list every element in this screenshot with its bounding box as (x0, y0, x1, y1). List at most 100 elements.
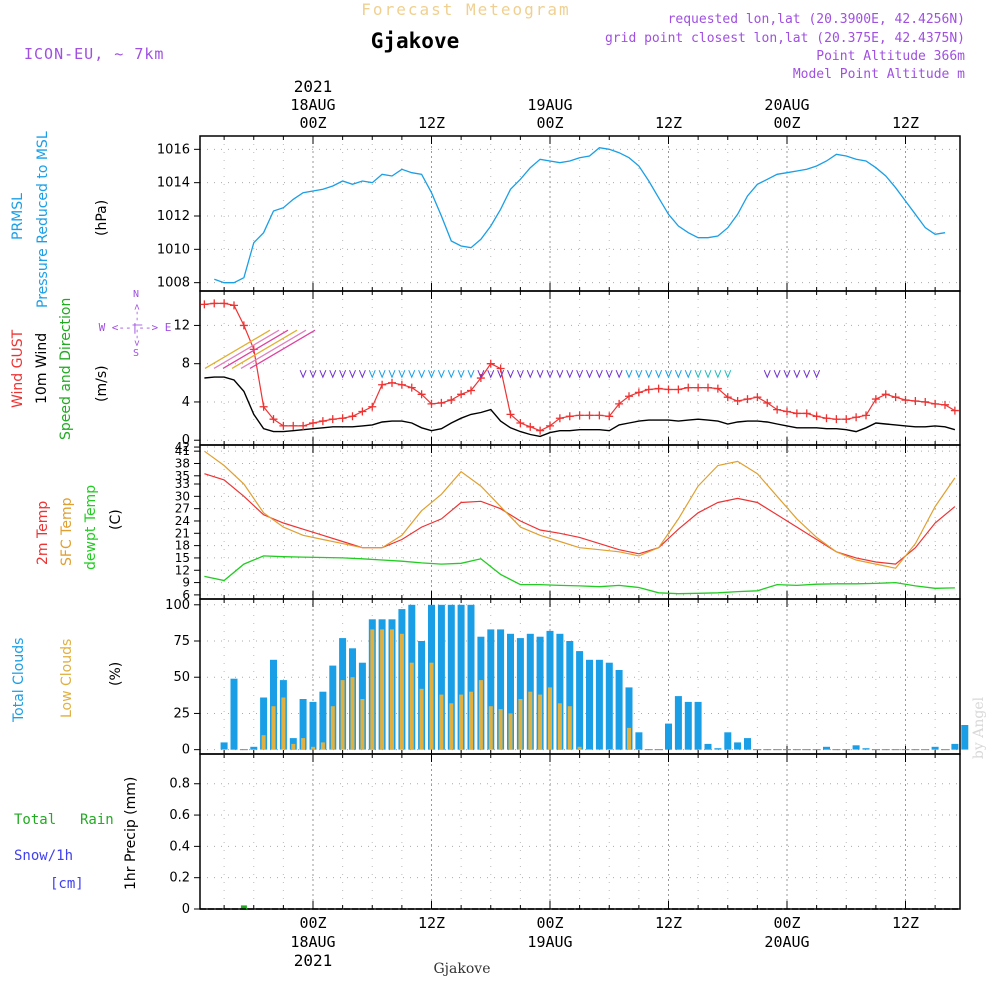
gust-marker (585, 411, 594, 420)
wind-direction-arrow (249, 329, 316, 370)
wind-direction-arrow (684, 370, 692, 379)
gust-marker (397, 380, 406, 389)
wind-direction-arrow (773, 370, 781, 379)
y-tick-label: 1010 (157, 242, 190, 257)
gust-marker (783, 407, 791, 416)
low-cloud-bar (498, 709, 503, 750)
footer-location: Gjakove (434, 961, 491, 977)
total-cloud-bar (961, 725, 969, 750)
precip-snow-label: Snow/1h (14, 848, 73, 864)
low-cloud-bar (508, 713, 513, 750)
y-tick-label: 0 (182, 902, 190, 917)
low-cloud-bar (548, 687, 552, 750)
gust-marker (338, 414, 347, 423)
wind-direction-arrow (566, 370, 574, 379)
top-hour-label: 00Z (773, 114, 800, 132)
temp-2m-label: 2m Temp (35, 501, 51, 565)
top-date-label: 19AUG (527, 96, 572, 114)
y-tick-label: 100 (165, 598, 190, 613)
temp-dew-label: dewpt Temp (83, 485, 99, 570)
wind-direction-arrow (378, 370, 386, 379)
wind-direction-arrow (576, 370, 584, 379)
total-cloud-bar (497, 629, 505, 750)
gust-marker (486, 359, 495, 368)
total-cloud-bar (744, 738, 751, 750)
wind-direction-arrow (655, 370, 663, 379)
gust-marker (862, 411, 870, 420)
total-cloud-bar (615, 670, 623, 750)
pressure-line (214, 147, 946, 284)
total-cloud-bar (437, 604, 445, 750)
wind-direction-arrow (694, 370, 702, 379)
total-cloud-bar (694, 701, 702, 750)
requested-coords: requested lon,lat (20.3900E, 42.4256N) (668, 12, 965, 27)
y-tick-label: 0 (182, 743, 190, 758)
total-cloud-bar (625, 687, 633, 750)
y-tick-label: 41 (175, 444, 190, 458)
y-tick-label: 0.6 (169, 808, 190, 823)
top-hour-label: 12Z (418, 114, 445, 132)
gust-marker (881, 390, 890, 399)
gust-marker (773, 405, 782, 414)
wind-direction-arrow (231, 329, 298, 370)
sfc-temp-line (204, 450, 956, 569)
gust-marker (239, 321, 248, 330)
gust-marker (674, 385, 683, 394)
y-tick-label: 0.2 (169, 871, 190, 886)
wind-direction-arrow (388, 370, 396, 379)
bottom-hour-label: 12Z (418, 914, 445, 932)
wind-direction-arrow (556, 370, 564, 379)
gust-marker (901, 396, 910, 405)
low-cloud-bar (488, 706, 493, 750)
panels: 1008101010121014101604812691215182124273… (157, 135, 969, 917)
wind-direction-arrow (546, 370, 554, 379)
bottom-hour-label: 12Z (655, 914, 682, 932)
wind-direction-arrow (803, 370, 811, 379)
wind-direction-arrow (329, 370, 337, 379)
total-cloud-bar (734, 742, 742, 750)
low-cloud-bar (439, 694, 444, 750)
total-cloud-bar (516, 638, 524, 750)
compass-s: S (133, 348, 139, 359)
panel-frame (199, 753, 961, 910)
gust-marker (368, 402, 377, 411)
precip-total-label: Total (14, 812, 56, 828)
wind-speed-dir-label: Speed and Direction (58, 298, 74, 440)
gust-marker (842, 415, 851, 424)
wind-direction-arrow (309, 370, 317, 379)
gust-marker (427, 399, 436, 408)
gust-marker (210, 299, 219, 308)
bottom-date-label: 19AUG (527, 933, 572, 951)
total-cloud-bar (595, 659, 603, 750)
total-cloud-bar (447, 604, 455, 750)
precip-cm-label: [cm] (50, 876, 84, 892)
total-cloud-bar (566, 641, 574, 750)
low-cloud-bar (567, 706, 572, 750)
wind-direction-arrow (358, 370, 366, 379)
total-cloud-bar (684, 701, 692, 750)
gust-marker (289, 421, 298, 430)
bottom-date-label: 18AUG (290, 933, 335, 951)
wind-unit: (m/s) (94, 365, 110, 402)
bottom-hour-label: 00Z (536, 914, 563, 932)
wind-direction-arrow (704, 370, 712, 379)
bottom-hour-label: 12Z (892, 914, 919, 932)
gust-marker (871, 395, 880, 404)
gust-marker (694, 383, 703, 392)
low-cloud-bar (380, 629, 385, 750)
total-cloud-bar (556, 633, 564, 750)
low-cloud-bar (271, 706, 276, 750)
total-cloud-bar (714, 748, 722, 750)
grid-point-coords: grid point closest lon,lat (20.375E, 42.… (605, 31, 965, 46)
y-tick-label: 0.4 (169, 839, 190, 854)
gust-marker (259, 402, 268, 411)
gust-marker (555, 414, 564, 423)
gust-marker (921, 397, 930, 406)
gust-marker (526, 422, 535, 431)
rain-bar (240, 905, 247, 909)
wind-direction-arrow (487, 370, 495, 379)
total-cloud-bar (586, 659, 593, 750)
top-date-label: 20AUG (764, 96, 809, 114)
